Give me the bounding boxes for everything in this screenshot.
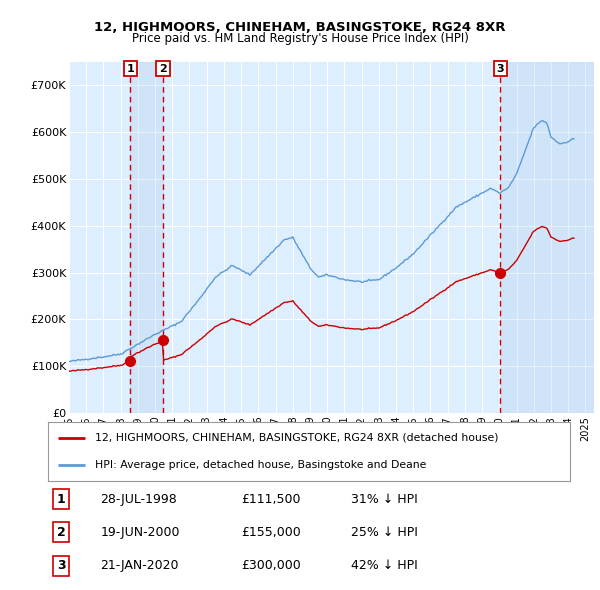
Text: 1: 1	[127, 64, 134, 74]
Text: 21-JAN-2020: 21-JAN-2020	[100, 559, 179, 572]
Text: 2: 2	[56, 526, 65, 539]
Text: 3: 3	[57, 559, 65, 572]
Text: 28-JUL-1998: 28-JUL-1998	[100, 493, 177, 506]
Text: 12, HIGHMOORS, CHINEHAM, BASINGSTOKE, RG24 8XR (detached house): 12, HIGHMOORS, CHINEHAM, BASINGSTOKE, RG…	[95, 433, 499, 442]
Text: 3: 3	[496, 64, 504, 74]
Text: Price paid vs. HM Land Registry's House Price Index (HPI): Price paid vs. HM Land Registry's House …	[131, 32, 469, 45]
Bar	[500, 62, 594, 413]
Text: 19-JUN-2000: 19-JUN-2000	[100, 526, 180, 539]
Text: 2: 2	[159, 64, 167, 74]
Text: 1: 1	[56, 493, 65, 506]
Text: 31% ↓ HPI: 31% ↓ HPI	[351, 493, 418, 506]
Text: 12, HIGHMOORS, CHINEHAM, BASINGSTOKE, RG24 8XR: 12, HIGHMOORS, CHINEHAM, BASINGSTOKE, RG…	[94, 21, 506, 34]
Text: £155,000: £155,000	[241, 526, 301, 539]
Text: 42% ↓ HPI: 42% ↓ HPI	[351, 559, 418, 572]
Text: HPI: Average price, detached house, Basingstoke and Deane: HPI: Average price, detached house, Basi…	[95, 460, 427, 470]
Text: 25% ↓ HPI: 25% ↓ HPI	[351, 526, 418, 539]
Bar	[130, 62, 163, 413]
Text: £300,000: £300,000	[241, 559, 301, 572]
Text: £111,500: £111,500	[241, 493, 301, 506]
